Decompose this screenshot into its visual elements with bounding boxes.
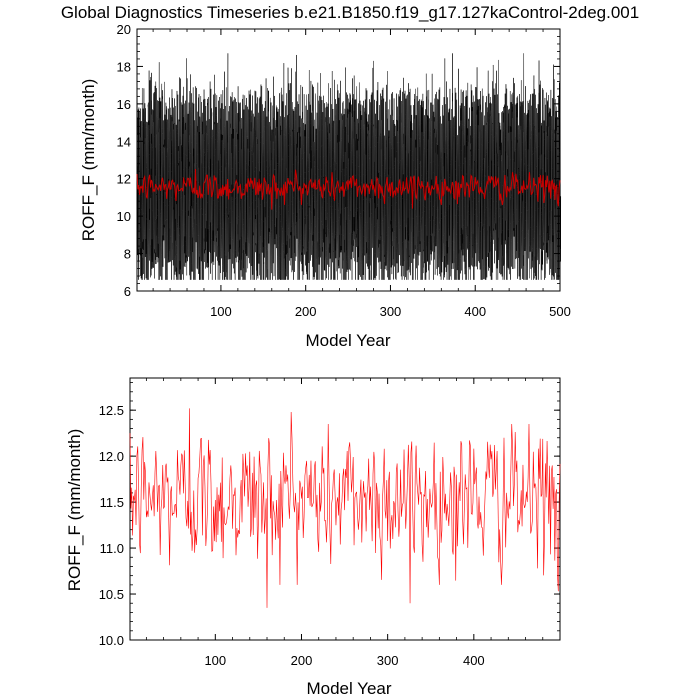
y-tick-label: 16 xyxy=(117,97,131,112)
y-tick-label: 12.5 xyxy=(99,403,124,418)
top-x-axis-label: Model Year xyxy=(305,331,390,350)
x-tick-label: 300 xyxy=(377,653,399,668)
y-tick-label: 10 xyxy=(117,209,131,224)
y-tick-label: 14 xyxy=(117,134,131,149)
bottom-plot-frame xyxy=(129,377,561,641)
chart-title: Global Diagnostics Timeseries b.e21.B185… xyxy=(61,3,639,22)
x-tick-label: 200 xyxy=(291,653,313,668)
x-tick-label: 200 xyxy=(295,304,317,319)
annual-mean-line-bottom xyxy=(129,408,561,608)
bottom-chart: 10.0 10.5 11.0 11.5 12.0 12.5 100 200 300 400 Mo… xyxy=(65,377,561,698)
bottom-x-axis-label: Model Year xyxy=(306,679,391,698)
top-series xyxy=(136,53,562,281)
bottom-y-tick-labels: 10.0 10.5 11.0 11.5 12.0 12.5 xyxy=(99,403,124,648)
top-y-tick-labels: 6 8 10 12 14 16 18 20 xyxy=(117,22,131,299)
y-tick-label: 11.5 xyxy=(100,495,124,510)
y-tick-label: 18 xyxy=(117,59,131,74)
top-chart: 6 8 10 12 14 16 18 20 100 200 300 400 500 Model Yea… xyxy=(79,22,571,350)
y-tick-label: 10.5 xyxy=(99,587,124,602)
bottom-y-axis-label: ROFF_F (mm/month) xyxy=(65,429,84,591)
x-tick-label: 400 xyxy=(464,304,486,319)
monthly-series-line xyxy=(136,53,562,281)
bottom-series xyxy=(129,408,561,608)
annual-mean-line-top xyxy=(136,168,561,210)
x-tick-label: 300 xyxy=(380,304,402,319)
x-tick-label: 400 xyxy=(463,653,485,668)
y-tick-label: 6 xyxy=(124,284,131,299)
y-tick-label: 12 xyxy=(117,172,131,187)
y-tick-label: 8 xyxy=(124,247,131,262)
y-tick-label: 20 xyxy=(117,22,131,37)
top-y-axis-label: ROFF_F (mm/month) xyxy=(79,79,98,241)
x-tick-label: 100 xyxy=(204,653,226,668)
bottom-x-tick-labels: 100 200 300 400 xyxy=(204,653,484,668)
y-tick-label: 11.0 xyxy=(100,541,124,556)
top-x-tick-labels: 100 200 300 400 500 xyxy=(210,304,571,319)
x-tick-label: 500 xyxy=(549,304,571,319)
x-tick-label: 100 xyxy=(210,304,232,319)
bottom-ticks xyxy=(130,378,560,641)
y-tick-label: 12.0 xyxy=(99,449,124,464)
y-tick-label: 10.0 xyxy=(99,633,124,648)
